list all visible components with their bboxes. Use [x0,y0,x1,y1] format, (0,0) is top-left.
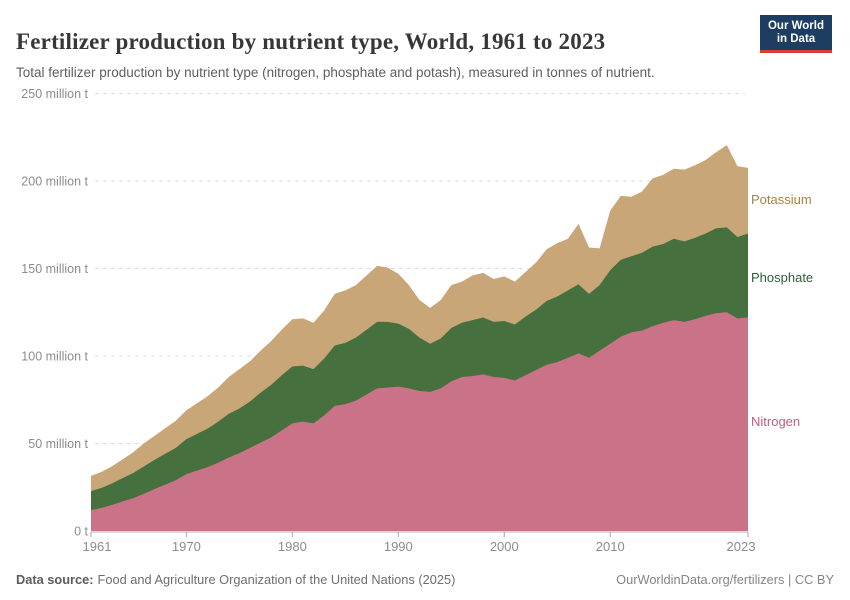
data-source-label: Data source: [16,572,94,587]
x-tick-label-2010: 2010 [596,539,625,554]
x-tick-label-1961: 1961 [83,539,112,554]
credit-line[interactable]: OurWorldinData.org/fertilizers | CC BY [616,572,834,587]
y-tick-label-0: 0 t [74,525,88,539]
axis-tick-labels: 0 t 50 million t 100 million t 150 million … [21,87,755,554]
series-label-potassium: Potassium [751,192,812,207]
y-tick-label-250: 250 million t [21,87,88,101]
x-tick-label-2000: 2000 [490,539,519,554]
y-tick-label-100: 100 million t [21,350,88,364]
x-tick-label-1990: 1990 [384,539,413,554]
x-tick-label-1970: 1970 [172,539,201,554]
y-tick-label-200: 200 million t [21,175,88,189]
x-axis [90,531,749,537]
series-label-nitrogen: Nitrogen [751,414,801,429]
x-tick-label-1980: 1980 [278,539,307,554]
y-tick-label-50: 50 million t [28,437,88,451]
page-title: Fertilizer production by nutrient type, … [16,29,606,55]
series-label-phosphate: Phosphate [751,270,814,285]
owid-logo-line1: Our World [767,20,824,32]
y-tick-label-150: 150 million t [21,262,88,276]
owid-logo-line2: in Data [776,33,816,45]
data-source-note: Data source: Food and Agriculture Organiz… [16,572,455,587]
owid-logo[interactable]: Our World in Data [760,15,832,53]
chart-subtitle: Total fertilizer production by nutrient … [16,64,655,80]
area-nitrogen[interactable] [91,312,748,531]
x-tick-label-2023: 2023 [727,539,756,554]
chart-areas [91,145,748,531]
data-source-text: Food and Agriculture Organization of the… [97,572,456,587]
